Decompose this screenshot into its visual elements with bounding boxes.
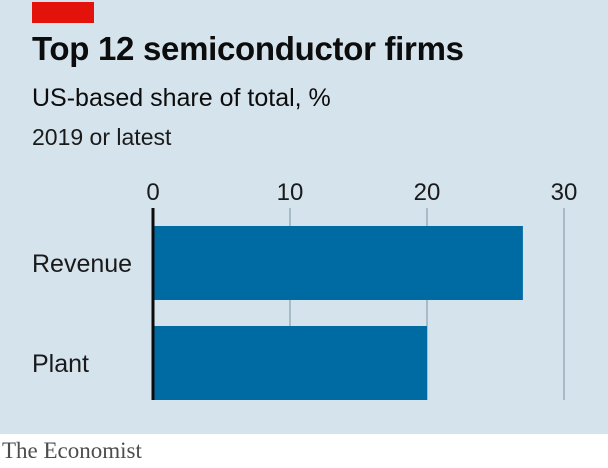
chart-panel: Top 12 semiconductor firms US-based shar… <box>0 0 608 434</box>
bar-chart: 0 10 20 30 Revenue Plant <box>32 179 577 400</box>
x-tick-label-30: 30 <box>551 179 578 206</box>
bars <box>153 226 523 400</box>
chart-subtitle: US-based share of total, % <box>32 84 331 112</box>
x-tick-label-10: 10 <box>277 179 304 206</box>
x-tick-label-20: 20 <box>414 179 441 206</box>
source-credit: The Economist <box>2 438 142 463</box>
x-axis-ticks: 0 10 20 30 <box>146 179 577 206</box>
brand-red-tab <box>32 2 94 23</box>
category-label-revenue: Revenue <box>32 250 132 278</box>
chart-note: 2019 or latest <box>32 124 172 150</box>
category-label-plant: Plant <box>32 350 89 378</box>
bar-revenue <box>153 226 523 300</box>
x-tick-label-0: 0 <box>146 179 159 206</box>
category-labels: Revenue Plant <box>32 250 132 378</box>
bar-plant <box>153 326 427 400</box>
chart-title: Top 12 semiconductor firms <box>32 30 464 67</box>
